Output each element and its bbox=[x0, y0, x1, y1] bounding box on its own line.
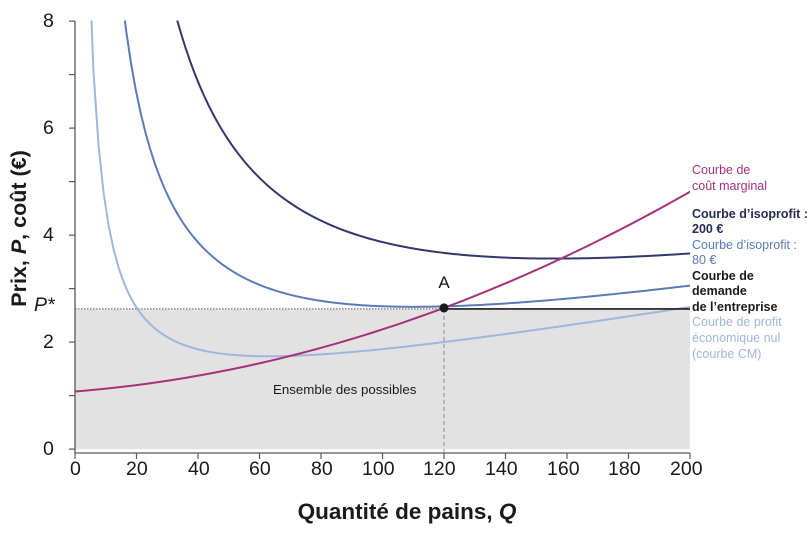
svg-text:A: A bbox=[438, 273, 450, 292]
